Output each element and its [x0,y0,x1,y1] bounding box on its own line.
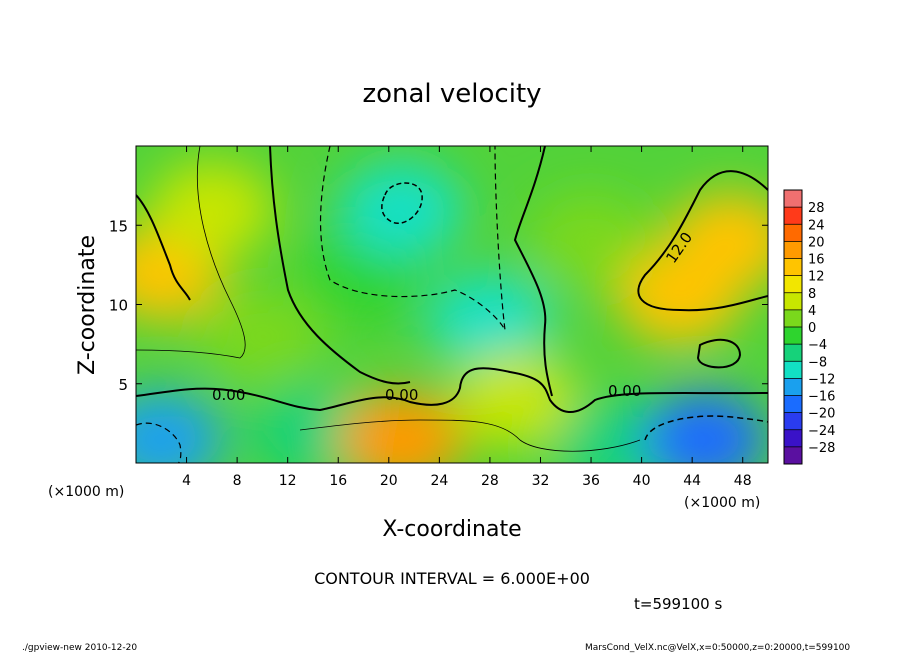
colorbar-segment [784,327,802,345]
contour-lines [136,146,768,463]
x-tick-label: 4 [182,473,191,489]
field-sample [339,391,464,463]
colorbar-segment [784,292,802,311]
y-tick-label: 10 [109,297,128,315]
colorbar-segment [784,446,802,465]
x-tick-label: 16 [329,473,347,489]
colorbar-segment [784,429,802,448]
contour-neg-dashed-left [136,422,182,463]
contour-label: 0.00 [212,386,245,404]
field-sample [668,193,768,290]
x-tick-label: 32 [532,473,550,489]
y-tick-label: 5 [118,376,128,394]
contour-twelve-small [696,338,742,369]
chart-title: zonal velocity [362,79,541,109]
footer-right: MarsCond_VelX.nc@VelX,x=0:50000,z=0:2000… [585,643,850,653]
colorbar-tick-label: −20 [808,407,835,422]
colorbar-segment [784,275,802,294]
colorbar-segment [784,309,802,328]
colorbar-tick-label: −8 [808,355,827,370]
x-tick-label: 48 [734,473,752,489]
field-sample [453,351,578,448]
x-tick-label: 8 [233,473,242,489]
x-tick-label: 36 [582,473,600,489]
field-sample [529,193,654,290]
colorbar-ticks: 28 24 20 16 12 8 4 0 −4 −8 −12 −16 −20 −24 −28 [784,201,835,456]
colorbar-tick-label: −12 [808,372,835,387]
contour-zero-upper [269,146,411,385]
colorbar-segment [784,258,802,277]
colorbar-tick-label: 24 [808,218,825,233]
y-axis-ticks: 5 10 15 [109,217,768,394]
contour-label: 0.00 [608,382,641,400]
contour-interval-text: CONTOUR INTERVAL = 6.000E+00 [314,569,590,588]
y-tick-label: 15 [109,217,128,235]
contour-zero-left [136,194,191,301]
colorbar-tick-label: −28 [808,441,835,456]
footer-left: ./gpview-new 2010-12-20 [22,643,137,653]
contour-thin-center [299,419,641,452]
field-sample [200,288,325,385]
field-sample [427,272,552,369]
field-sample [339,161,464,258]
colorbar-segment [784,395,802,414]
contour-label: 0.00 [385,386,418,404]
x-tick-label: 40 [633,473,651,489]
x-tick-label: 20 [380,473,398,489]
x-axis-ticks: 4 8 12 16 20 24 28 32 36 40 44 48 [182,146,752,489]
time-annotation: t=599100 s [634,595,722,613]
field-sample [149,161,274,258]
field-sample [642,391,767,463]
colorbar-tick-label: 16 [808,253,825,268]
colorbar-tick-label: 20 [808,235,825,250]
plot-area: 0.00 0.00 0.00 12.0 [136,146,768,463]
colorbar-tick-label: 0 [808,321,816,336]
colorbar-tick-label: 8 [808,287,816,302]
colorbar-segment [784,344,802,362]
contour-neg-dashed-top [319,146,506,331]
contour-neg-dashed-core [381,182,423,225]
contour-thin-left [136,146,246,359]
colorbar-tick-label: −24 [808,424,835,439]
colorbar-segment [784,241,802,259]
y-axis-label: Z-coordinate [75,235,100,375]
contour-zero-right [513,146,553,397]
contour-zero-lower [136,367,768,413]
colorbar-segment [784,361,802,379]
colorbar-tick-label: −4 [808,338,827,353]
contour-twelve-right [637,170,768,312]
colorbar-tick-label: 28 [808,201,825,216]
colorbar-segment [784,412,802,431]
x-unit-right: (×1000 m) [684,495,760,511]
colorbar-segment [784,207,802,225]
colorbar-tick-label: 12 [808,270,825,285]
x-tick-label: 24 [430,473,448,489]
field-sample [136,391,224,463]
x-tick-label: 44 [683,473,701,489]
x-tick-label: 12 [279,473,297,489]
colorbar-tick-label: 4 [808,304,816,319]
x-axis-label: X-coordinate [382,517,521,542]
colorbar-segment [784,190,802,208]
x-tick-label: 28 [481,473,499,489]
x-unit-left: (×1000 m) [48,484,124,500]
colorbar-segment [784,224,802,242]
colorbar-tick-label: −16 [808,390,835,405]
colorbar-segment [784,378,802,396]
colorbar [783,189,803,465]
